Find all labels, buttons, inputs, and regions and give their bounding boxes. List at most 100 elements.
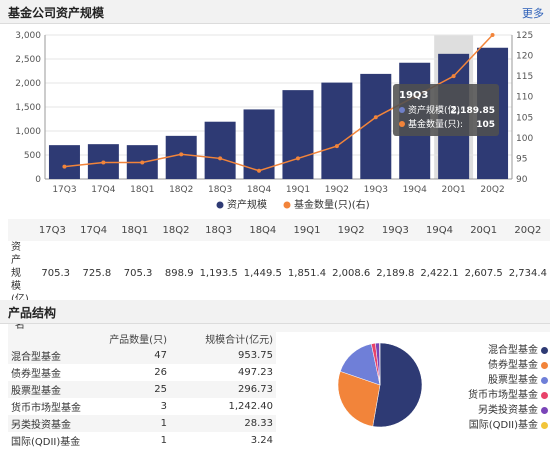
y-left-tick-label: 500 — [24, 151, 41, 161]
product-structure-header: 产品结构 — [0, 300, 550, 324]
legend-dot-line — [283, 201, 291, 209]
y-right-tick-label: 125 — [516, 31, 533, 41]
header-corner — [8, 219, 32, 241]
quarter-col-header: 18Q4 — [240, 219, 285, 241]
product-scale-cell: 497.23 — [238, 367, 273, 378]
pie-slice-股票型基金[interactable] — [339, 343, 381, 386]
legend-label-line[interactable]: 基金数量(只)(右) — [294, 198, 370, 211]
bar-19Q3[interactable] — [360, 73, 392, 179]
fund-count-point[interactable] — [257, 168, 262, 173]
scale-cell: 2,734.4 — [508, 268, 547, 279]
pie-legend-label: 混合型基金 — [488, 345, 538, 356]
quarter-table-header: 17Q3 17Q4 18Q1 18Q2 18Q3 18Q4 19Q1 19Q2 19Q3 19Q4… — [8, 219, 550, 241]
scale-cell: 705.3 — [41, 268, 70, 279]
y-right-tick-label: 115 — [516, 72, 533, 82]
pie-legend-item[interactable]: 货币市场型基金 — [440, 388, 548, 403]
tooltip-dot — [399, 121, 405, 127]
quarter-col-header: 19Q4 — [417, 219, 462, 241]
product-name-cell: 货币市场型基金 — [11, 403, 81, 414]
x-tick-label: 18Q3 — [208, 185, 232, 195]
product-scale-cell: 3.24 — [250, 435, 273, 446]
x-tick-label: 19Q2 — [325, 185, 349, 195]
product-scale-cell: 296.73 — [170, 381, 276, 398]
y-right-tick-label: 120 — [516, 52, 533, 62]
more-link[interactable]: 更多 — [522, 7, 544, 20]
pie-legend-item[interactable]: 混合型基金 — [440, 343, 548, 358]
fund-count-point[interactable] — [179, 152, 184, 157]
bar-18Q4[interactable] — [243, 109, 275, 179]
x-tick-label: 19Q1 — [286, 185, 310, 195]
bar-18Q3[interactable] — [204, 121, 236, 179]
product-scale-cell: 28.33 — [170, 415, 276, 432]
tooltip-value: 105 — [476, 120, 495, 130]
x-tick-label: 20Q2 — [480, 185, 504, 195]
fund-count-point[interactable] — [101, 160, 106, 165]
pie-legend-label: 另类投资基金 — [478, 405, 538, 416]
product-row: 货币市场型基金 3 1,242.40 — [8, 398, 276, 415]
quarter-col-header: 19Q2 — [329, 219, 374, 241]
product-row: 混合型基金 47 953.75 — [8, 347, 276, 364]
quarter-col-header: 17Q3 — [31, 219, 73, 241]
pie-slice-债券型基金[interactable] — [337, 371, 381, 427]
x-tick-label: 19Q4 — [403, 185, 428, 195]
asset-scale-title: 基金公司资产规模 — [8, 6, 105, 20]
product-name-cell: 债券型基金 — [11, 369, 61, 380]
y-right-tick-label: 100 — [516, 134, 533, 144]
x-tick-label: 18Q2 — [169, 185, 193, 195]
y-left-tick-label: 2,500 — [15, 55, 41, 65]
fund-count-point[interactable] — [218, 156, 223, 161]
pie-legend-label: 债券型基金 — [488, 360, 538, 371]
tooltip-box — [393, 84, 499, 136]
bar-17Q3[interactable] — [48, 145, 80, 179]
tooltip-title: 19Q3 — [399, 90, 428, 101]
scale-cell: 2,607.5 — [464, 268, 503, 279]
scale-cell: 1,449.5 — [243, 268, 282, 279]
bar-19Q2[interactable] — [321, 82, 353, 179]
y-right-tick-label: 95 — [516, 154, 527, 164]
pie-legend-dot — [541, 392, 548, 399]
pie-legend-item[interactable]: 债券型基金 — [440, 358, 548, 373]
fund-count-point[interactable] — [373, 115, 378, 120]
pie-legend-label: 国际(QDII)基金 — [468, 420, 538, 431]
product-pie-chart — [337, 342, 423, 428]
fund-count-point[interactable] — [490, 33, 495, 37]
x-tick-label: 17Q4 — [91, 185, 116, 195]
quarter-col-header: 18Q2 — [155, 219, 197, 241]
x-tick-label: 17Q3 — [52, 185, 76, 195]
product-count-cell: 25 — [104, 381, 170, 398]
pie-legend-dot — [541, 347, 548, 354]
fund-count-point[interactable] — [451, 74, 456, 79]
bar-19Q1[interactable] — [282, 90, 314, 179]
legend-label-bars[interactable]: 资产规模 — [227, 198, 267, 211]
pie-legend: 混合型基金债券型基金股票型基金 货币市场型基金另类投资基金国际(QDII)基金 — [440, 343, 548, 433]
fund-count-point[interactable] — [334, 144, 339, 149]
pie-legend-item[interactable]: 国际(QDII)基金 — [440, 418, 548, 433]
pie-legend-item[interactable]: 另类投资基金 — [440, 403, 548, 418]
quarter-col-header: 18Q3 — [196, 219, 241, 241]
quarter-col-header: 18Q1 — [114, 219, 156, 241]
chart-tooltip: 19Q3 资产规模(亿):2,189.85 基金数量(只): 105 — [393, 84, 499, 136]
scale-cell: 2,422.1 — [420, 268, 459, 279]
pie-legend-dot — [541, 377, 548, 384]
product-count-header: 产品数量(只) — [104, 330, 170, 347]
product-scale-cell: 1,242.40 — [228, 401, 273, 412]
scale-row-label: 资产规模(亿) — [11, 242, 29, 305]
fund-count-point[interactable] — [140, 160, 145, 165]
y-left-tick-label: 1,000 — [15, 127, 41, 137]
product-header-blank — [8, 330, 104, 347]
scale-cell: 725.8 — [82, 268, 112, 279]
product-name-cell: 国际(QDII)基金 — [11, 437, 81, 448]
pie-legend-item[interactable]: 股票型基金 — [440, 373, 548, 388]
product-count-cell: 3 — [160, 401, 167, 412]
pie-slice-混合型基金[interactable] — [372, 342, 423, 428]
fund-count-point[interactable] — [62, 164, 67, 169]
x-tick-label: 18Q1 — [130, 185, 154, 195]
bar-18Q2[interactable] — [165, 135, 197, 179]
asset-scale-chart: 05001,0001,5002,0002,5003,00090951001051… — [15, 31, 533, 211]
tooltip-label: 基金数量(只): — [408, 118, 463, 130]
fund-count-point[interactable] — [295, 156, 300, 161]
scale-row: 资产规模(亿) 705.3 725.8 705.3 898.9 1,193.5 1,449.… — [8, 241, 550, 306]
product-count-cell: 26 — [154, 367, 167, 378]
product-row: 国际(QDII)基金 1 3.24 — [8, 432, 276, 449]
product-row: 另类投资基金 1 28.33 — [8, 415, 276, 432]
